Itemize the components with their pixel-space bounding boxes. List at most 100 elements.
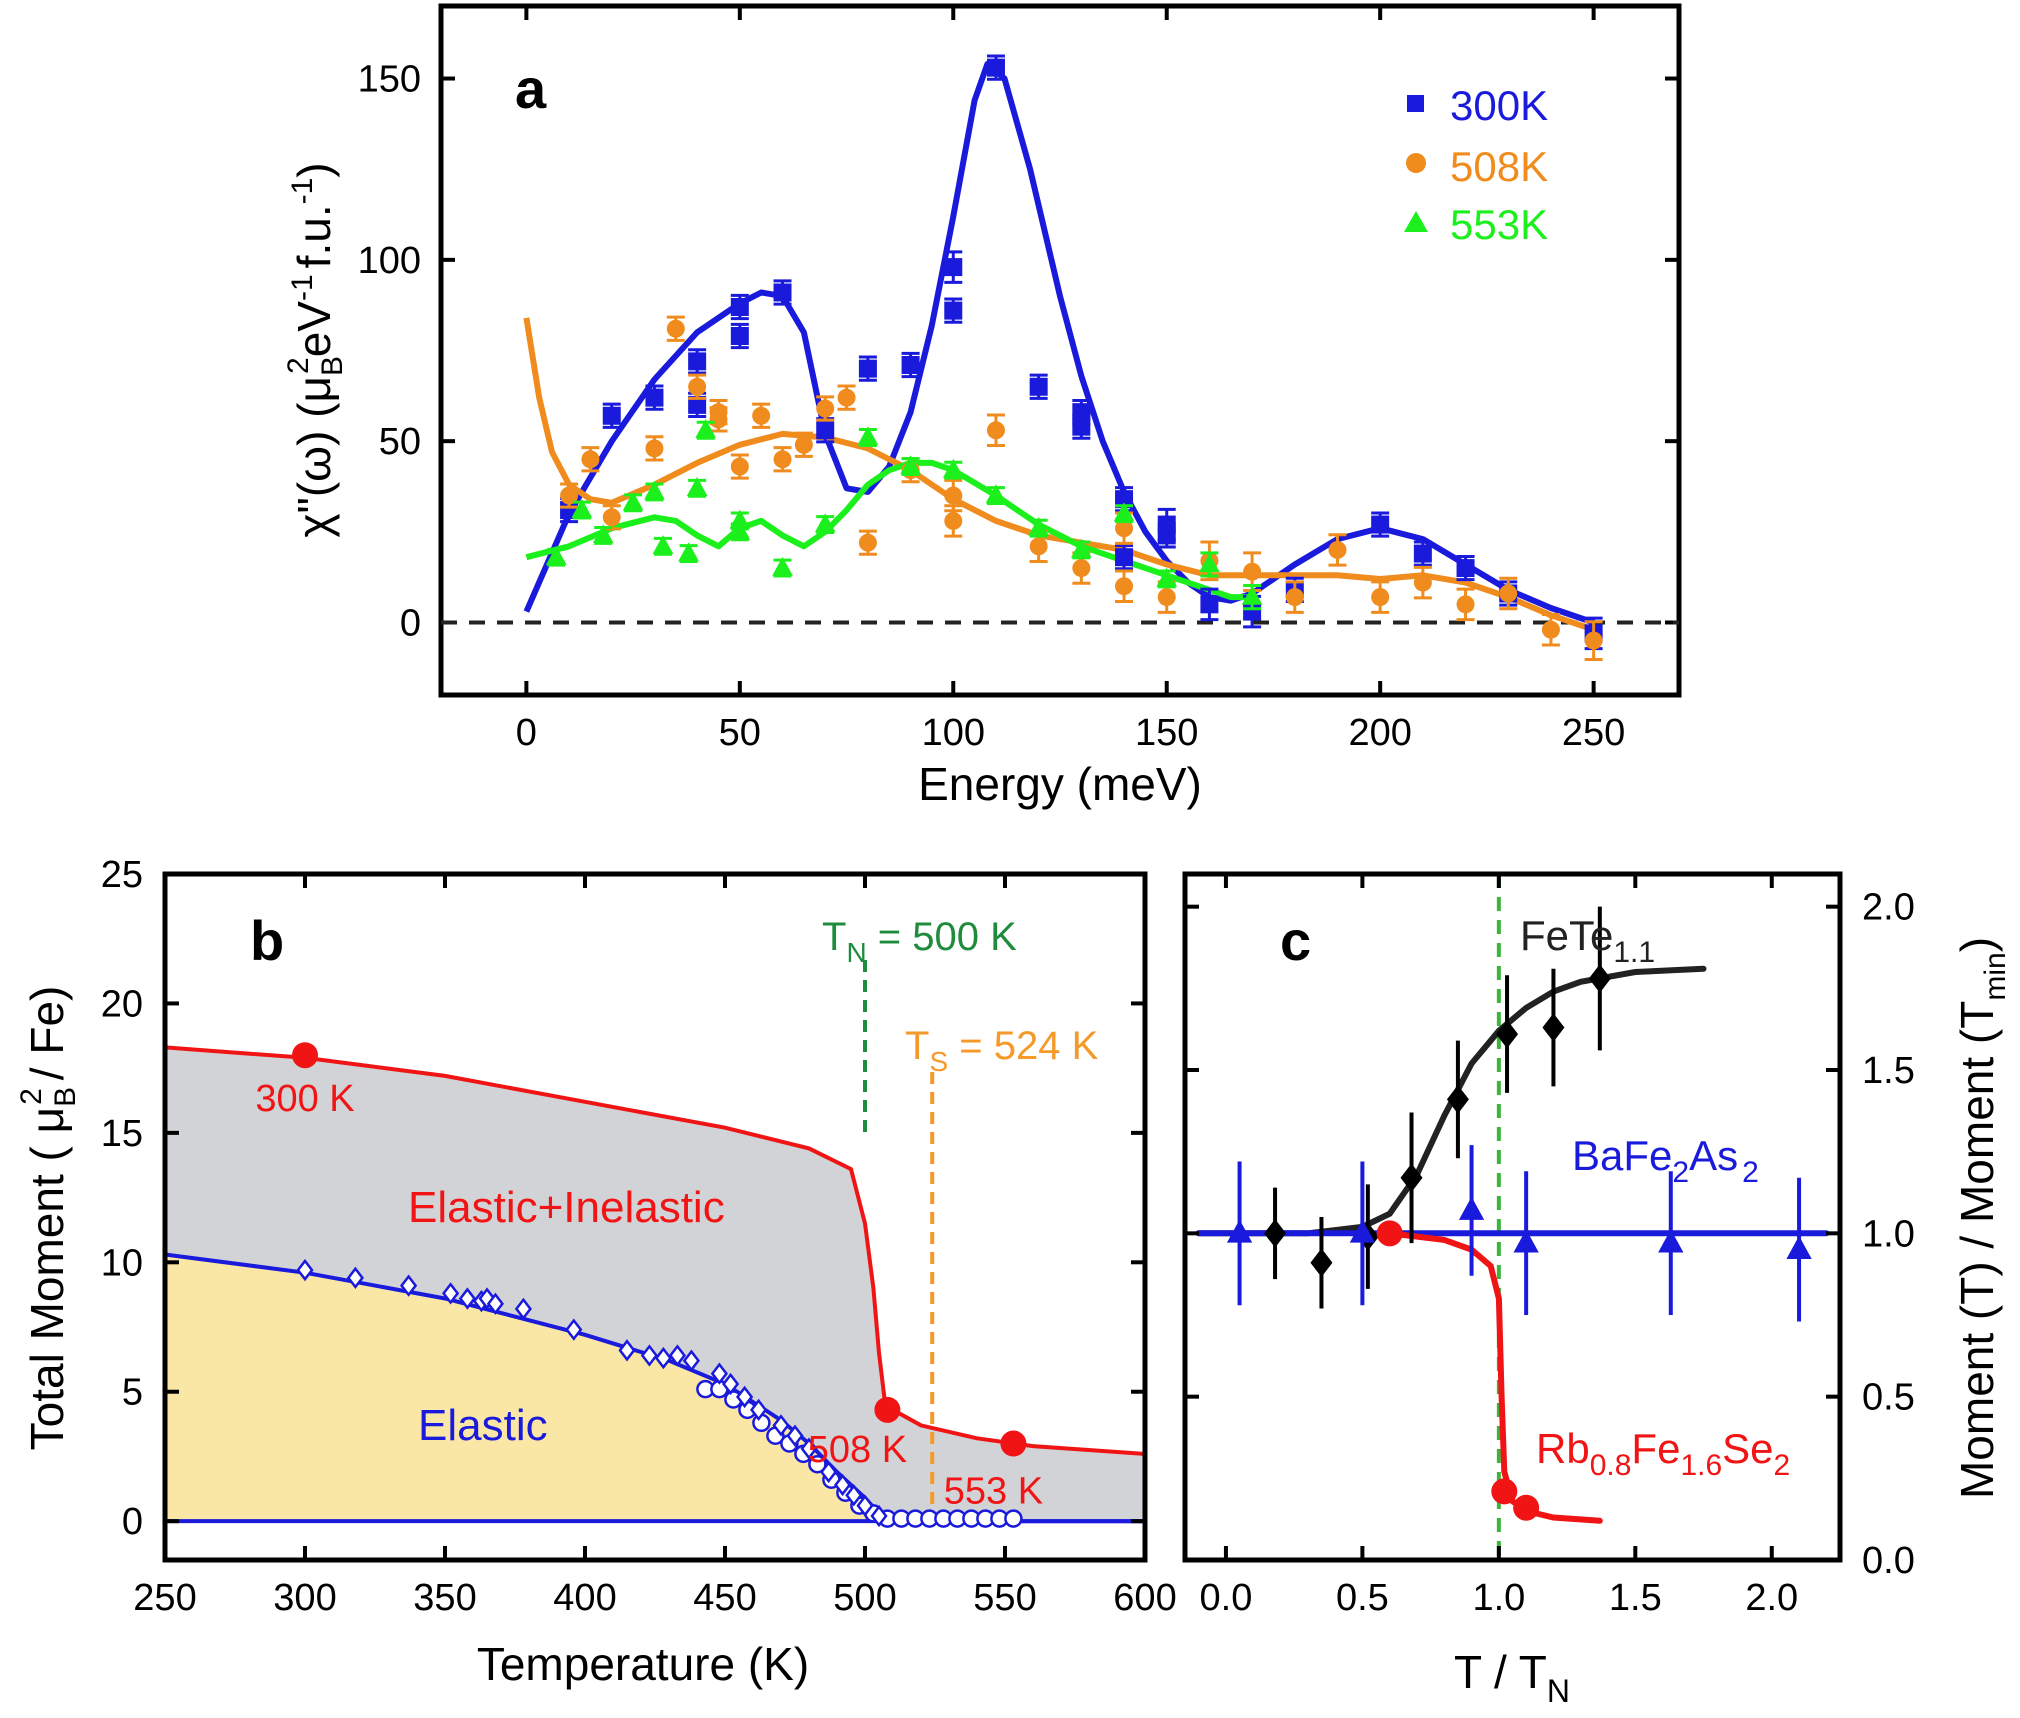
panel-c-letter: c bbox=[1280, 909, 1311, 972]
x-tick-label: 50 bbox=[719, 712, 761, 754]
x-tick-label: 150 bbox=[1135, 712, 1198, 754]
data-point-553k bbox=[729, 509, 751, 529]
data-point-300k bbox=[730, 326, 749, 345]
data-point-508k bbox=[645, 439, 664, 458]
open-diamond-point bbox=[565, 1318, 583, 1341]
panel-a-x-axis-title: Energy (meV) bbox=[918, 758, 1202, 810]
fit-curve-rb bbox=[1386, 1230, 1603, 1524]
data-point-553k bbox=[857, 426, 879, 446]
x-tick-label: 400 bbox=[553, 1577, 616, 1619]
panel-b-x-axis-title: Temperature (K) bbox=[477, 1638, 809, 1690]
highlight-point-300 bbox=[292, 1042, 318, 1069]
open-diamond-point bbox=[458, 1287, 476, 1310]
x-tick-label: 600 bbox=[1113, 1577, 1176, 1619]
y-tick-label: 20 bbox=[101, 983, 143, 1025]
fit-curve-508k bbox=[523, 317, 1595, 633]
panel-a-y-axis-title: χ"(ω) (μB2eV-1f.u.-1) bbox=[282, 162, 349, 537]
data-point-553k bbox=[1241, 585, 1263, 605]
open-diamond-point bbox=[618, 1339, 636, 1362]
data-point-553k bbox=[686, 477, 708, 496]
open-diamond-point bbox=[722, 1372, 740, 1396]
y-tick-label: 1.0 bbox=[1862, 1213, 1915, 1255]
y-tick-label: 25 bbox=[101, 854, 143, 896]
data-point-300k bbox=[1115, 490, 1134, 509]
data-point-300k bbox=[944, 258, 963, 277]
legend-300k-marker bbox=[1407, 95, 1424, 112]
data-point-508k bbox=[1499, 584, 1518, 603]
y-tick-label: 50 bbox=[379, 421, 421, 463]
x-tick-label: 250 bbox=[133, 1577, 196, 1619]
data-point-rb bbox=[1513, 1494, 1540, 1521]
panel-c-data-points bbox=[1226, 906, 1812, 1521]
fit-curve-300k bbox=[523, 61, 1595, 626]
data-point-fete bbox=[1264, 1219, 1287, 1248]
panel-b-y-axis-title: Total Moment ( μB2/ Fe) bbox=[15, 986, 82, 1451]
panel-c-frame bbox=[1182, 871, 1843, 1563]
x-tick-label: 0.0 bbox=[1200, 1577, 1253, 1619]
data-point-300k bbox=[688, 395, 707, 414]
data-point-553k bbox=[592, 524, 614, 544]
data-point-fete bbox=[1542, 1013, 1565, 1042]
data-point-300k bbox=[730, 297, 749, 316]
panel-a-letter: a bbox=[515, 57, 547, 120]
open-diamond-point bbox=[654, 1346, 672, 1370]
data-point-508k bbox=[1285, 588, 1304, 607]
data-point-508k bbox=[730, 457, 749, 476]
data-point-508k bbox=[581, 450, 600, 469]
data-point-fete bbox=[1588, 964, 1611, 993]
data-point-508k bbox=[602, 508, 621, 527]
data-point-508k bbox=[1029, 537, 1048, 556]
data-point-bafe2as2 bbox=[1658, 1229, 1684, 1253]
x-tick-label: 550 bbox=[973, 1577, 1036, 1619]
data-point-508k bbox=[1541, 620, 1560, 639]
data-point-508k bbox=[1115, 577, 1134, 596]
data-point-553k bbox=[772, 556, 793, 576]
data-point-300k bbox=[1456, 559, 1475, 578]
data-point-508k bbox=[986, 421, 1005, 440]
series-label-fete: FeTe1.1 bbox=[1520, 912, 1655, 969]
data-point-508k bbox=[1115, 519, 1134, 538]
open-diamond-point bbox=[486, 1292, 504, 1315]
ts-label: TS = 524 K bbox=[905, 1024, 1099, 1077]
y-tick-label: 0.5 bbox=[1862, 1377, 1915, 1419]
open-diamond-point bbox=[736, 1385, 754, 1409]
panel-b-transition-lines bbox=[863, 960, 935, 1522]
tn-label: TN = 500 K bbox=[822, 915, 1017, 968]
data-point-553k bbox=[942, 458, 964, 478]
x-tick-label: 0.5 bbox=[1336, 1577, 1389, 1619]
y-tick-label: 0 bbox=[400, 602, 421, 644]
highlight-label-300: 300 K bbox=[255, 1078, 354, 1120]
x-tick-label: 250 bbox=[1562, 712, 1625, 754]
data-point-508k bbox=[688, 377, 707, 396]
data-point-508k bbox=[1328, 540, 1347, 559]
open-diamond-point bbox=[750, 1398, 768, 1422]
data-point-300k bbox=[944, 301, 963, 320]
x-tick-label: 200 bbox=[1348, 712, 1411, 754]
legend-508k-marker bbox=[1406, 153, 1426, 173]
open-diamond-point bbox=[514, 1297, 532, 1321]
x-tick-label: 1.0 bbox=[1472, 1577, 1525, 1619]
region-label-elastic-inelastic: Elastic+Inelastic bbox=[408, 1183, 725, 1232]
data-point-bafe2as2 bbox=[1226, 1219, 1253, 1243]
series-label-rb: Rb0.8Fe1.6Se2 bbox=[1536, 1425, 1790, 1482]
legend-300k-label: 300K bbox=[1450, 82, 1548, 129]
data-point-300k bbox=[1413, 544, 1432, 563]
open-diamond-point bbox=[800, 1437, 818, 1460]
open-diamond-point bbox=[400, 1274, 418, 1297]
x-tick-label: 450 bbox=[693, 1577, 756, 1619]
open-circle-point bbox=[1004, 1509, 1023, 1528]
data-point-508k bbox=[1456, 595, 1475, 614]
panel-a-data-points bbox=[545, 54, 1603, 661]
panel-c: 0.0 0.5 1.0 1.5 2.0 0.0 0.5 1.0 1.5 2.0 c FeTe1.1… bbox=[1182, 871, 2012, 1709]
data-point-fete bbox=[1310, 1248, 1333, 1278]
data-point-553k bbox=[900, 455, 921, 475]
data-point-553k bbox=[678, 542, 699, 562]
highlight-point-553 bbox=[1000, 1430, 1027, 1457]
panel-b-data-points: 300 K 508 K 553 K bbox=[255, 1042, 1043, 1528]
series-label-bafe2as2: BaFe2As 2 bbox=[1572, 1132, 1759, 1189]
data-point-300k bbox=[645, 388, 664, 407]
open-diamond-point bbox=[870, 1504, 888, 1528]
panel-c-ticks: 0.0 0.5 1.0 1.5 2.0 0.0 0.5 1.0 1.5 2.0 bbox=[1185, 874, 1915, 1619]
x-tick-label: 0 bbox=[516, 712, 537, 754]
